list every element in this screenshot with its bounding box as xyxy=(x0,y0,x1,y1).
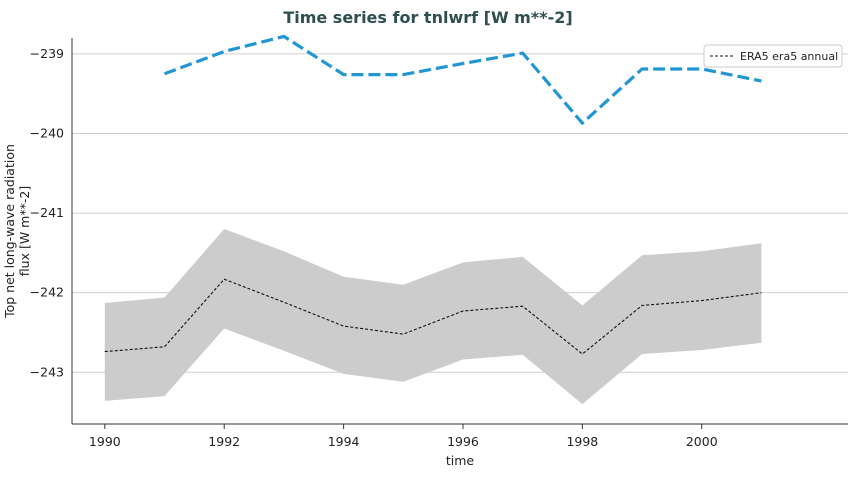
legend-box xyxy=(703,44,843,68)
y-tick-label: −242 xyxy=(30,285,64,300)
x-tick-label: 1992 xyxy=(208,434,240,449)
x-axis-label: time xyxy=(446,453,475,468)
series-line-era5 xyxy=(104,278,762,355)
x-tick-label: 2000 xyxy=(686,434,718,449)
x-tick-label: 1996 xyxy=(447,434,479,449)
chart-title: Time series for tnlwrf [W m**-2] xyxy=(283,8,573,27)
y-tick-label: −240 xyxy=(30,126,64,141)
x-tick-label: 1998 xyxy=(566,434,598,449)
x-tick-label: 1994 xyxy=(328,434,360,449)
x-tick-label: 1990 xyxy=(89,434,121,449)
series-line-blue xyxy=(163,34,762,125)
y-axis-label: flux [W m**-2] xyxy=(17,186,32,276)
legend-label: ERA5 era5 annual xyxy=(740,50,838,63)
y-tick-label: −243 xyxy=(30,364,64,379)
uncertainty-band xyxy=(104,229,762,405)
y-tick-label: −239 xyxy=(30,46,64,61)
y-axis-label: Top net long-wave radiation xyxy=(2,144,17,319)
y-tick-label: −241 xyxy=(30,205,64,220)
